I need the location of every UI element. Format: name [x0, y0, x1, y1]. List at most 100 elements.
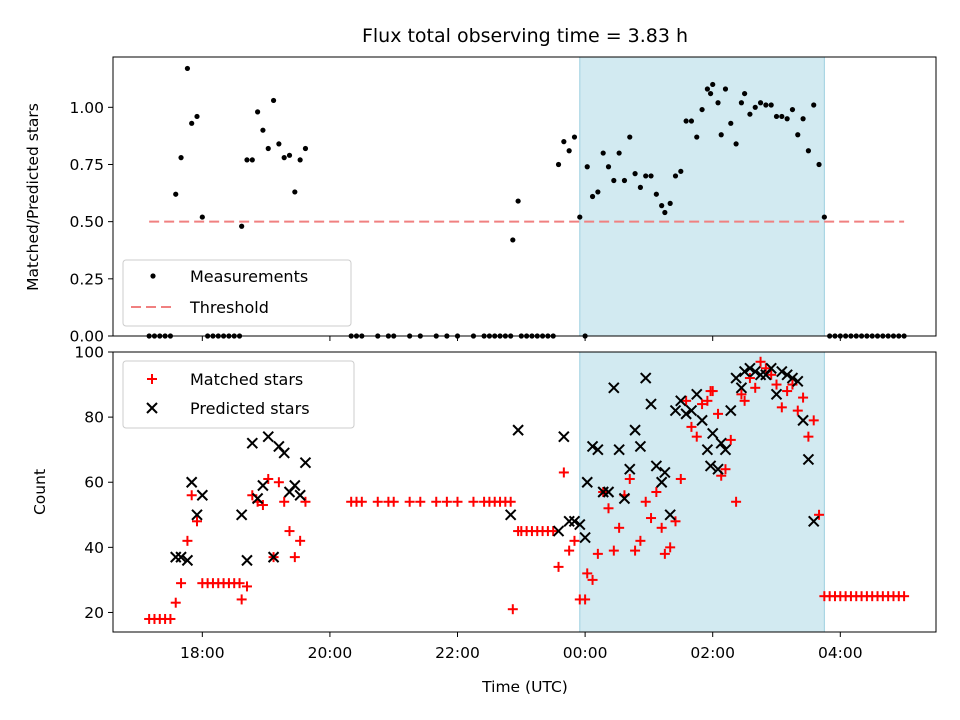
matched-star-point: [675, 473, 686, 484]
measurement-point: [710, 81, 716, 88]
predicted-star-point: [797, 414, 809, 427]
predicted-star-point: [792, 375, 804, 388]
legend-predicted-marker: [146, 402, 158, 414]
matched-stars-points: [144, 356, 910, 624]
predicted-star-point: [563, 515, 575, 528]
predicted-star-point: [704, 460, 717, 472]
predicted-star-point: [725, 404, 737, 417]
matched-star-point: [431, 496, 442, 507]
predicted-star-point: [730, 372, 742, 384]
predicted-star-point: [744, 362, 756, 374]
measurement-point: [789, 106, 796, 113]
measurement-point: [773, 113, 780, 120]
matched-star-point: [441, 496, 452, 507]
predicted-star-point: [808, 515, 820, 528]
bottom-axes-frame: [112, 351, 937, 633]
matched-star-point: [580, 594, 591, 605]
matched-star-point: [725, 434, 736, 445]
matched-star-point: [713, 408, 724, 419]
matched-star-point: [273, 477, 284, 488]
predicted-star-point: [624, 463, 636, 475]
measurement-point: [752, 104, 758, 110]
measurement-point: [555, 161, 562, 168]
measurement-point: [286, 152, 293, 158]
predicted-star-point: [618, 492, 631, 505]
predicted-star-point: [765, 362, 777, 374]
measurement-point: [672, 173, 679, 179]
predicted-star-point: [241, 554, 253, 567]
matched-star-point: [659, 548, 670, 559]
measurement-point: [632, 171, 638, 177]
matched-star-point: [186, 490, 197, 501]
top-axes-frame: [112, 56, 937, 337]
predicted-star-point: [175, 551, 187, 563]
measurement-point: [302, 145, 309, 152]
measurement-point: [678, 168, 684, 174]
predicted-star-point: [299, 456, 312, 469]
measurement-point: [763, 102, 769, 108]
measurement-point: [595, 189, 601, 195]
measurement-point: [694, 134, 700, 140]
matched-star-point: [736, 389, 747, 400]
matched-star-point: [279, 496, 290, 507]
top-shaded-region: [579, 56, 825, 337]
matched-star-point: [760, 363, 771, 374]
measurement-point: [611, 177, 617, 184]
top-panel: 0.00 0.25 0.50 0.75 1.00 Flux total observin…: [24, 25, 937, 346]
predicted-star-point: [735, 382, 748, 394]
matched-star-point: [603, 503, 614, 514]
matched-star-point: [587, 574, 598, 585]
top-legend: Measurements Threshold: [122, 259, 352, 327]
measurement-point: [260, 127, 266, 133]
measurement-point: [683, 118, 689, 124]
predicted-star-point: [669, 404, 682, 417]
matched-star-point: [257, 500, 268, 511]
chart-title: Flux total observing time = 3.83 h: [362, 25, 688, 47]
predicted-star-point: [181, 554, 194, 567]
bottom-y-label: Count: [31, 469, 49, 515]
legend-predicted-label: Predicted stars: [190, 399, 310, 418]
matched-star-point: [170, 597, 181, 608]
measurement-point: [722, 86, 729, 92]
predicted-star-point: [246, 437, 259, 449]
predicted-star-point: [512, 424, 524, 436]
measurement-point: [718, 132, 724, 138]
predicted-star-point: [251, 492, 264, 505]
predicted-star-point: [191, 509, 203, 521]
top-y-ticks: 0.00 0.25 0.50 0.75 1.00: [69, 99, 113, 346]
predicted-star-point: [719, 443, 732, 456]
predicted-star-point: [196, 489, 209, 501]
matched-star-point: [750, 382, 761, 393]
x-tick-label: 02:00: [690, 644, 735, 662]
measurement-point: [653, 191, 659, 197]
matched-star-point: [165, 613, 176, 624]
predicted-star-point: [294, 489, 306, 501]
measurement-point: [805, 148, 812, 154]
measurement-point: [584, 164, 590, 170]
matched-star-point: [356, 496, 367, 507]
predicted-star-point: [579, 531, 591, 544]
predicted-star-point: [781, 369, 793, 381]
measurement-point: [728, 120, 734, 126]
measurement-point: [800, 116, 806, 122]
matched-star-point: [630, 545, 641, 556]
measurement-point: [276, 141, 282, 147]
predicted-star-point: [640, 372, 652, 384]
predicted-star-point: [645, 398, 657, 410]
predicted-star-point: [586, 440, 599, 453]
predicted-star-point: [185, 476, 198, 488]
measurement-point: [742, 90, 748, 97]
matched-star-point: [182, 535, 193, 546]
matched-star-point: [731, 496, 742, 507]
measurement-point: [637, 184, 644, 190]
matched-star-point: [624, 473, 635, 484]
predicted-star-point: [568, 515, 581, 528]
measurement-point: [515, 198, 521, 204]
measurement-point: [244, 157, 250, 163]
predicted-star-point: [574, 518, 586, 531]
measurement-point: [265, 145, 271, 152]
legend-matched-label: Matched stars: [190, 370, 303, 389]
predicted-star-point: [749, 365, 761, 378]
matched-star-point: [569, 535, 580, 546]
bottom-y-tick-label: 40: [84, 539, 104, 557]
